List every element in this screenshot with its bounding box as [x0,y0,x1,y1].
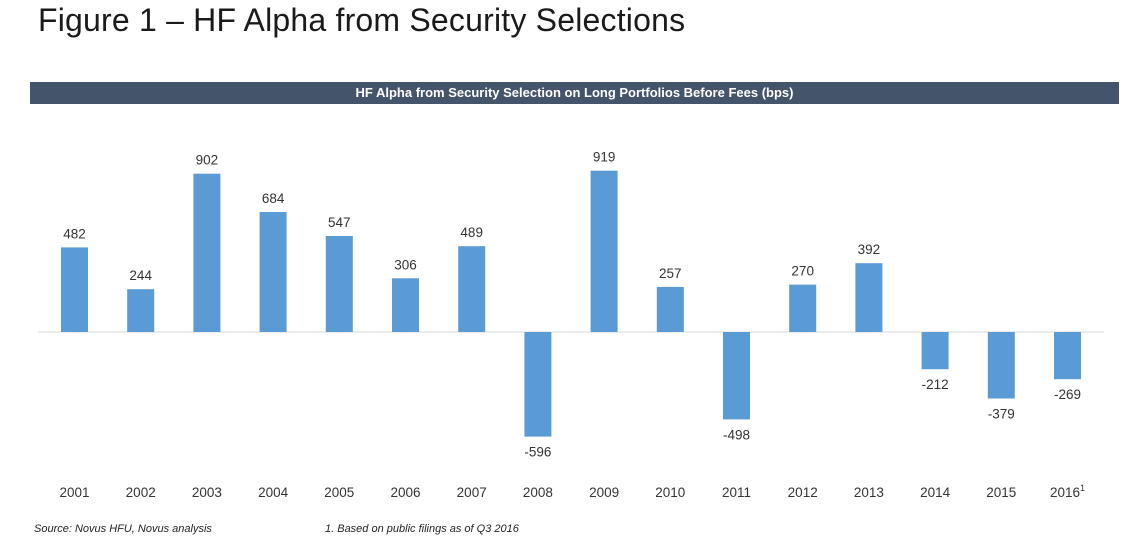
bar-2004 [259,212,287,332]
bar-2009 [590,170,618,332]
value-label-2004: 684 [262,191,285,206]
value-label-2015: -379 [988,407,1015,422]
category-label-text: 2002 [126,485,156,500]
bar-2003 [193,173,221,332]
bar-2001 [61,247,88,332]
category-label-text: 2010 [655,485,685,500]
category-label-2006: 2006 [390,485,420,500]
category-labels-group: 2001 2002 2003 2004 2005 2006 2007 2008 2009 2010… [59,483,1085,500]
category-label-text: 2006 [390,485,420,500]
category-label-2012: 2012 [788,485,818,500]
value-label-2010: 257 [659,266,682,281]
category-label-text: 2015 [986,485,1016,500]
category-label-text: 2014 [920,485,951,500]
value-label-2007: 489 [460,225,483,240]
footnote-marker: 1 [1080,483,1085,493]
category-label-2001: 2001 [59,485,89,500]
chart-title-banner: HF Alpha from Security Selection on Long… [30,82,1119,104]
value-label-2008: -596 [524,445,551,460]
category-label-text: 2011 [722,485,751,500]
category-label-2013: 2013 [854,485,884,500]
value-label-2016: -269 [1054,387,1081,402]
bar-2013 [855,263,883,332]
category-label-text: 2003 [192,485,222,500]
category-label-2008: 2008 [523,485,553,500]
category-label-2003: 2003 [192,485,222,500]
bar-2010 [656,286,684,332]
category-label-2015: 2015 [986,485,1016,500]
bar-2008 [524,332,552,437]
value-labels-group: 482 244 902 684 547 306 489 -596 919 257 -498 270 39… [63,150,1081,460]
value-label-2005: 547 [328,215,351,230]
category-label-text: 2008 [523,485,553,500]
bar-2015 [987,332,1015,399]
value-label-2013: 392 [858,242,881,257]
bar-chart: 482 244 902 684 547 306 489 -596 919 257 -498 270 39… [38,150,1104,500]
category-label-text: 2001 [59,485,89,500]
category-label-text: 2004 [258,485,289,500]
category-label-text: 2005 [324,485,354,500]
value-label-2009: 919 [593,150,616,165]
bar-2005 [325,236,353,332]
category-label-2011: 2011 [722,485,751,500]
value-label-2002: 244 [129,268,152,283]
category-label-2016: 20161 [1050,483,1085,500]
category-label-2014: 2014 [920,485,951,500]
category-label-text: 2007 [457,485,487,500]
bar-2006 [392,278,419,332]
bar-2011 [723,332,750,420]
category-label-text: 2013 [854,485,884,500]
bars-group [61,170,1081,437]
category-label-2002: 2002 [126,485,156,500]
category-label-2010: 2010 [655,485,685,500]
value-label-2014: -212 [922,377,949,392]
footnote: 1. Based on public filings as of Q3 2016 [325,523,519,535]
value-label-2003: 902 [196,153,219,168]
value-label-2012: 270 [791,264,814,279]
bar-2016 [1054,332,1081,380]
bar-2002 [127,289,155,332]
source-note: Source: Novus HFU, Novus analysis [34,523,212,535]
category-label-text: 2009 [589,485,619,500]
bar-2007 [458,246,486,332]
category-label-text: 2012 [788,485,818,500]
bar-2014 [921,332,949,370]
figure-title: Figure 1 – HF Alpha from Security Select… [38,2,686,38]
category-label-text: 2016 [1050,485,1080,500]
category-label-2009: 2009 [589,485,619,500]
value-label-2006: 306 [394,257,417,272]
category-label-2007: 2007 [457,485,487,500]
value-label-2011: -498 [723,427,750,442]
bar-2012 [789,284,817,332]
value-label-2001: 482 [63,226,86,241]
category-label-2005: 2005 [324,485,354,500]
category-label-2004: 2004 [258,485,289,500]
